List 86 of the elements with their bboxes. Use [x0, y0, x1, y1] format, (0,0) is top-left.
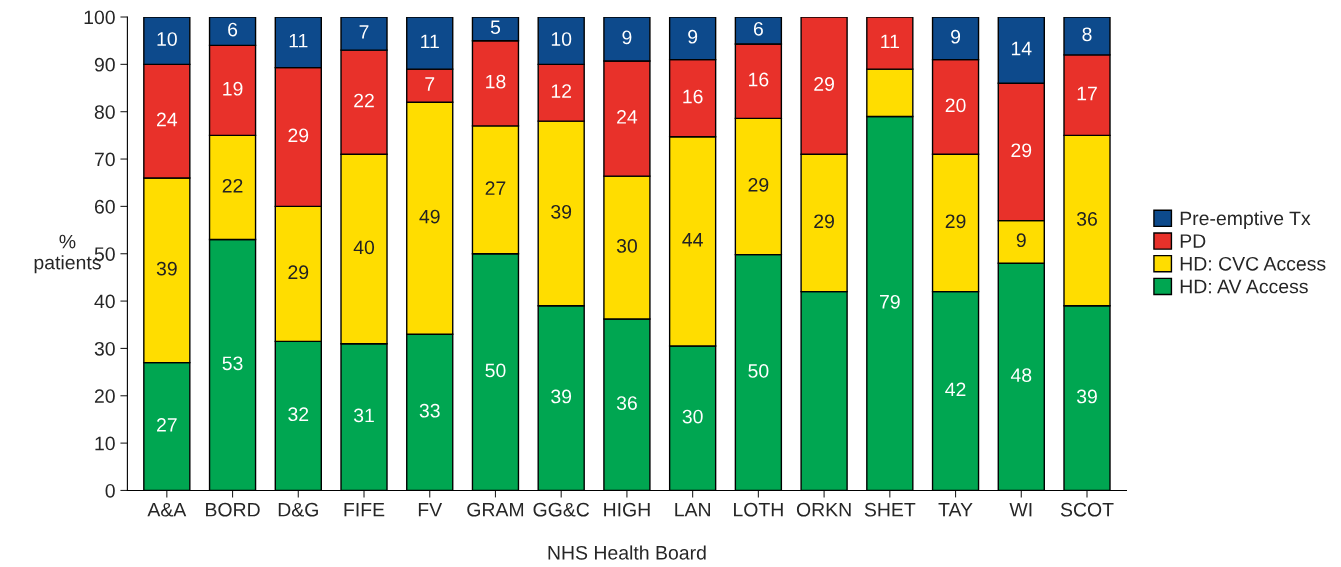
- data-label: 22: [354, 93, 374, 108]
- x-tick-label: WI: [1009, 502, 1032, 517]
- y-tick-label: 90: [94, 57, 115, 72]
- data-label: 32: [288, 407, 309, 422]
- data-label: 11: [421, 34, 439, 49]
- y-tick-label: 40: [94, 294, 115, 309]
- y-tick-label: 10: [95, 436, 115, 451]
- data-label: 36: [1076, 212, 1097, 226]
- data-label: 16: [683, 89, 703, 104]
- data-label: 14: [1011, 41, 1032, 56]
- data-label: 39: [156, 261, 177, 276]
- data-label: 9: [688, 29, 698, 44]
- x-tick-label: A&A: [147, 502, 187, 517]
- data-label: 7: [359, 25, 369, 39]
- legend-label: Pre-emptive Tx: [1180, 210, 1311, 230]
- x-tick-label: HIGH: [604, 502, 650, 517]
- data-label: 6: [753, 21, 763, 36]
- y-tick-label: 70: [94, 152, 115, 167]
- data-label: 20: [945, 98, 966, 113]
- x-tick-label: FIFE: [344, 502, 385, 517]
- y-tick-label: 0: [105, 483, 115, 498]
- x-tick-label: BORD: [206, 502, 260, 517]
- data-label: 50: [748, 364, 769, 378]
- data-label: 31: [353, 408, 374, 423]
- y-tick-label: 80: [94, 105, 115, 119]
- data-label: 10: [157, 32, 177, 46]
- data-label: 42: [945, 382, 966, 397]
- data-label: 22: [222, 178, 243, 193]
- x-tick-label: FV: [418, 502, 443, 517]
- data-label: 5: [490, 20, 501, 35]
- data-label: 53: [222, 356, 243, 371]
- data-label: 29: [288, 265, 309, 280]
- data-label: 9: [951, 29, 961, 44]
- data-label: 24: [157, 112, 178, 127]
- data-label: 40: [353, 240, 375, 255]
- data-label: 79: [880, 294, 900, 309]
- data-label: 11: [881, 34, 899, 49]
- data-label: 8: [1082, 27, 1092, 42]
- data-label: 39: [551, 204, 572, 219]
- data-label: 50: [485, 363, 506, 378]
- data-label: 44: [682, 233, 703, 247]
- data-label: 11: [289, 33, 308, 48]
- x-tick-label: LAN: [675, 502, 710, 517]
- data-label: 39: [551, 389, 572, 404]
- data-label: 29: [945, 214, 966, 229]
- data-label: 24: [617, 110, 638, 124]
- data-label: 30: [616, 239, 637, 253]
- data-label: 29: [748, 177, 769, 192]
- legend-label: HD: CVC Access: [1180, 256, 1326, 271]
- data-label: 36: [616, 396, 637, 410]
- x-axis-title: NHS Health Board: [548, 545, 706, 560]
- data-label: 9: [1016, 233, 1026, 248]
- data-label: 39: [1076, 389, 1097, 404]
- x-tick-label: ORKN: [796, 502, 851, 517]
- data-label: 18: [486, 74, 506, 89]
- x-tick-label: TAY: [938, 502, 973, 517]
- data-label: 29: [814, 214, 834, 229]
- data-label: 16: [749, 72, 769, 87]
- y-tick-label: 30: [94, 341, 115, 356]
- y-tick-label: 100: [84, 10, 115, 25]
- data-label: 29: [1011, 143, 1032, 158]
- legend-label: PD: [1180, 234, 1206, 248]
- legend-label: HD: AV Access: [1180, 279, 1308, 294]
- x-tick-label: GRAM: [467, 502, 524, 517]
- x-tick-label: GG&C: [533, 502, 590, 517]
- data-label: 48: [1010, 368, 1032, 383]
- data-label: 29: [814, 77, 834, 91]
- x-tick-label: SHET: [864, 502, 916, 517]
- x-tick-label: LOTH: [734, 502, 783, 517]
- data-label: 12: [551, 84, 572, 98]
- data-label: 17: [1077, 86, 1097, 101]
- data-label: 33: [419, 403, 440, 418]
- data-label: 29: [288, 128, 309, 143]
- y-tick-label: 60: [94, 199, 115, 214]
- data-label: 27: [157, 417, 177, 432]
- x-tick-label: SCOT: [1060, 502, 1114, 517]
- x-tick-label: D&G: [278, 502, 318, 517]
- data-label: 10: [551, 32, 572, 46]
- y-tick-label: 20: [94, 389, 115, 403]
- data-label: 6: [228, 22, 238, 37]
- data-label: 27: [485, 181, 506, 195]
- data-label: 19: [223, 81, 243, 96]
- data-label: 7: [425, 77, 435, 91]
- data-label: 49: [419, 209, 440, 224]
- data-label: 30: [682, 409, 703, 424]
- data-label: 9: [622, 30, 632, 45]
